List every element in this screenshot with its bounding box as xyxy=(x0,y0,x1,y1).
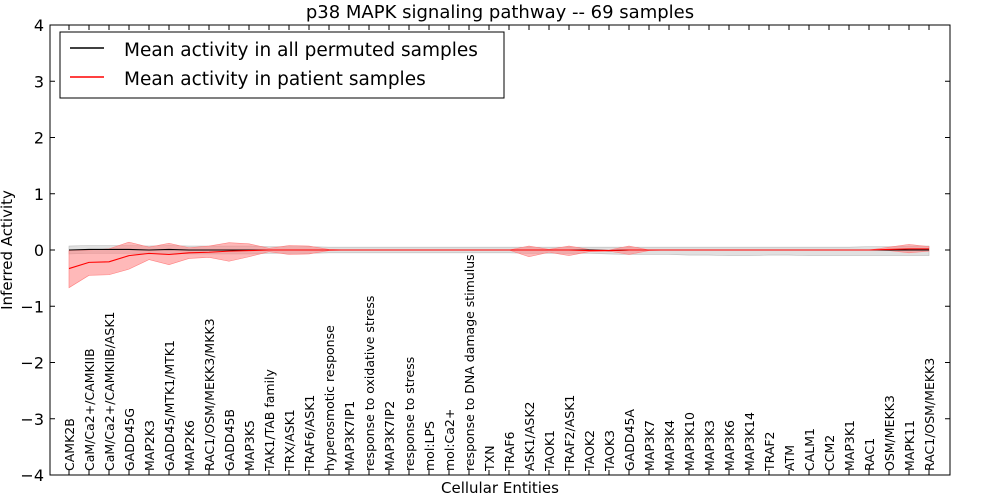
x-tick-label: MAP3K1 xyxy=(842,420,857,471)
x-axis-label: Cellular Entities xyxy=(441,479,559,497)
x-tick-label: response to oxidative stress xyxy=(362,296,377,471)
x-tick-label: GADD45/MTK1/MTK1 xyxy=(162,340,177,471)
y-tick-label: 0 xyxy=(34,241,44,260)
x-tick-label: TRAF2 xyxy=(762,431,777,472)
x-tick-label: CALM1 xyxy=(802,428,817,471)
x-tick-label: CaM/Ca2+/CAMKIIB xyxy=(82,348,97,471)
x-tick-label: MAP3K10 xyxy=(682,412,697,471)
x-tick-label: TRAF2/ASK1 xyxy=(562,395,577,472)
y-tick-label: −1 xyxy=(20,297,44,316)
x-tick-label: MAP3K7IP1 xyxy=(342,401,357,471)
x-tick-label: MAP3K14 xyxy=(742,412,757,471)
y-tick-label: −3 xyxy=(20,410,44,429)
x-tick-label: MAPK11 xyxy=(902,420,917,471)
line-series-1 xyxy=(68,248,929,270)
legend-label-permuted: Mean activity in all permuted samples xyxy=(124,40,478,61)
x-tick-label: TRX/ASK1 xyxy=(282,409,297,472)
x-tick-label: MAP3K3 xyxy=(702,420,717,471)
plot-frame xyxy=(49,24,951,476)
x-tick-label: MAP3K7IP2 xyxy=(382,401,397,471)
x-tick-label: CAMK2B xyxy=(62,418,77,471)
x-axis-ticks xyxy=(68,25,930,475)
x-tick-label: CCM2 xyxy=(822,435,837,471)
x-tick-label: RAC1 xyxy=(862,438,877,471)
series-lines xyxy=(68,248,929,270)
x-tick-label: GADD45A xyxy=(622,409,637,471)
x-tick-label: RAC1/OSM/MEKK3 xyxy=(922,358,937,471)
x-tick-label: MAP2K6 xyxy=(182,420,197,471)
x-tick-label: OSM/MEKK3 xyxy=(882,395,897,471)
x-tick-label: hyperosmotic response xyxy=(322,325,337,471)
x-tick-label: MAP2K3 xyxy=(142,420,157,471)
x-tick-label: CaM/Ca2+/CAMKIIB/ASK1 xyxy=(102,312,117,471)
x-tick-label: TAOK1 xyxy=(542,430,557,472)
x-tick-label: mol:Ca2+ xyxy=(442,409,457,471)
x-tick-label: GADD45B xyxy=(222,409,237,471)
y-tick-label: 3 xyxy=(34,72,44,91)
y-tick-label: 4 xyxy=(34,16,44,35)
x-tick-label: MAP3K7 xyxy=(642,420,657,471)
y-axis-ticks: 4 3 2 1 0 −1 −2 −3 −4 xyxy=(20,16,950,485)
x-tick-label: ASK1/ASK2 xyxy=(522,402,537,471)
x-tick-label: MAP3K6 xyxy=(722,420,737,471)
legend-box xyxy=(59,31,505,99)
legend: Mean activity in all permuted samples Me… xyxy=(59,31,505,99)
x-tick-label: RAC1/OSM/MEKK3/MKK3 xyxy=(202,318,217,471)
x-tick-label: MAP3K4 xyxy=(662,420,677,471)
legend-label-patient: Mean activity in patient samples xyxy=(124,69,426,90)
x-tick-label: TRAF6 xyxy=(502,431,517,472)
y-tick-label: 2 xyxy=(34,129,44,148)
x-tick-label: TRAF6/ASK1 xyxy=(302,395,317,472)
y-axis-label: Inferred Activity xyxy=(0,190,16,310)
x-tick-label: response to stress xyxy=(402,357,417,471)
x-tick-label: ATM xyxy=(782,445,797,471)
y-tick-label: 1 xyxy=(34,185,44,204)
y-tick-label: −4 xyxy=(20,466,44,485)
x-tick-label: TAOK2 xyxy=(582,430,597,472)
category-labels: CAMK2B CaM/Ca2+/CAMKIIB CaM/Ca2+/CAMKIIB/A… xyxy=(62,254,937,472)
y-tick-label: −2 xyxy=(20,354,44,373)
chart-title: p38 MAPK signaling pathway -- 69 samples xyxy=(306,2,694,23)
x-tick-label: TAOK3 xyxy=(602,430,617,472)
x-tick-label: mol:LPS xyxy=(422,421,437,471)
x-tick-label: GADD45G xyxy=(122,408,137,471)
x-tick-label: response to DNA damage stimulus xyxy=(462,254,477,471)
x-tick-label: MAP3K5 xyxy=(242,420,257,471)
x-tick-label: TXN xyxy=(482,445,497,472)
x-tick-label: TAK1/TAB family xyxy=(262,368,277,472)
